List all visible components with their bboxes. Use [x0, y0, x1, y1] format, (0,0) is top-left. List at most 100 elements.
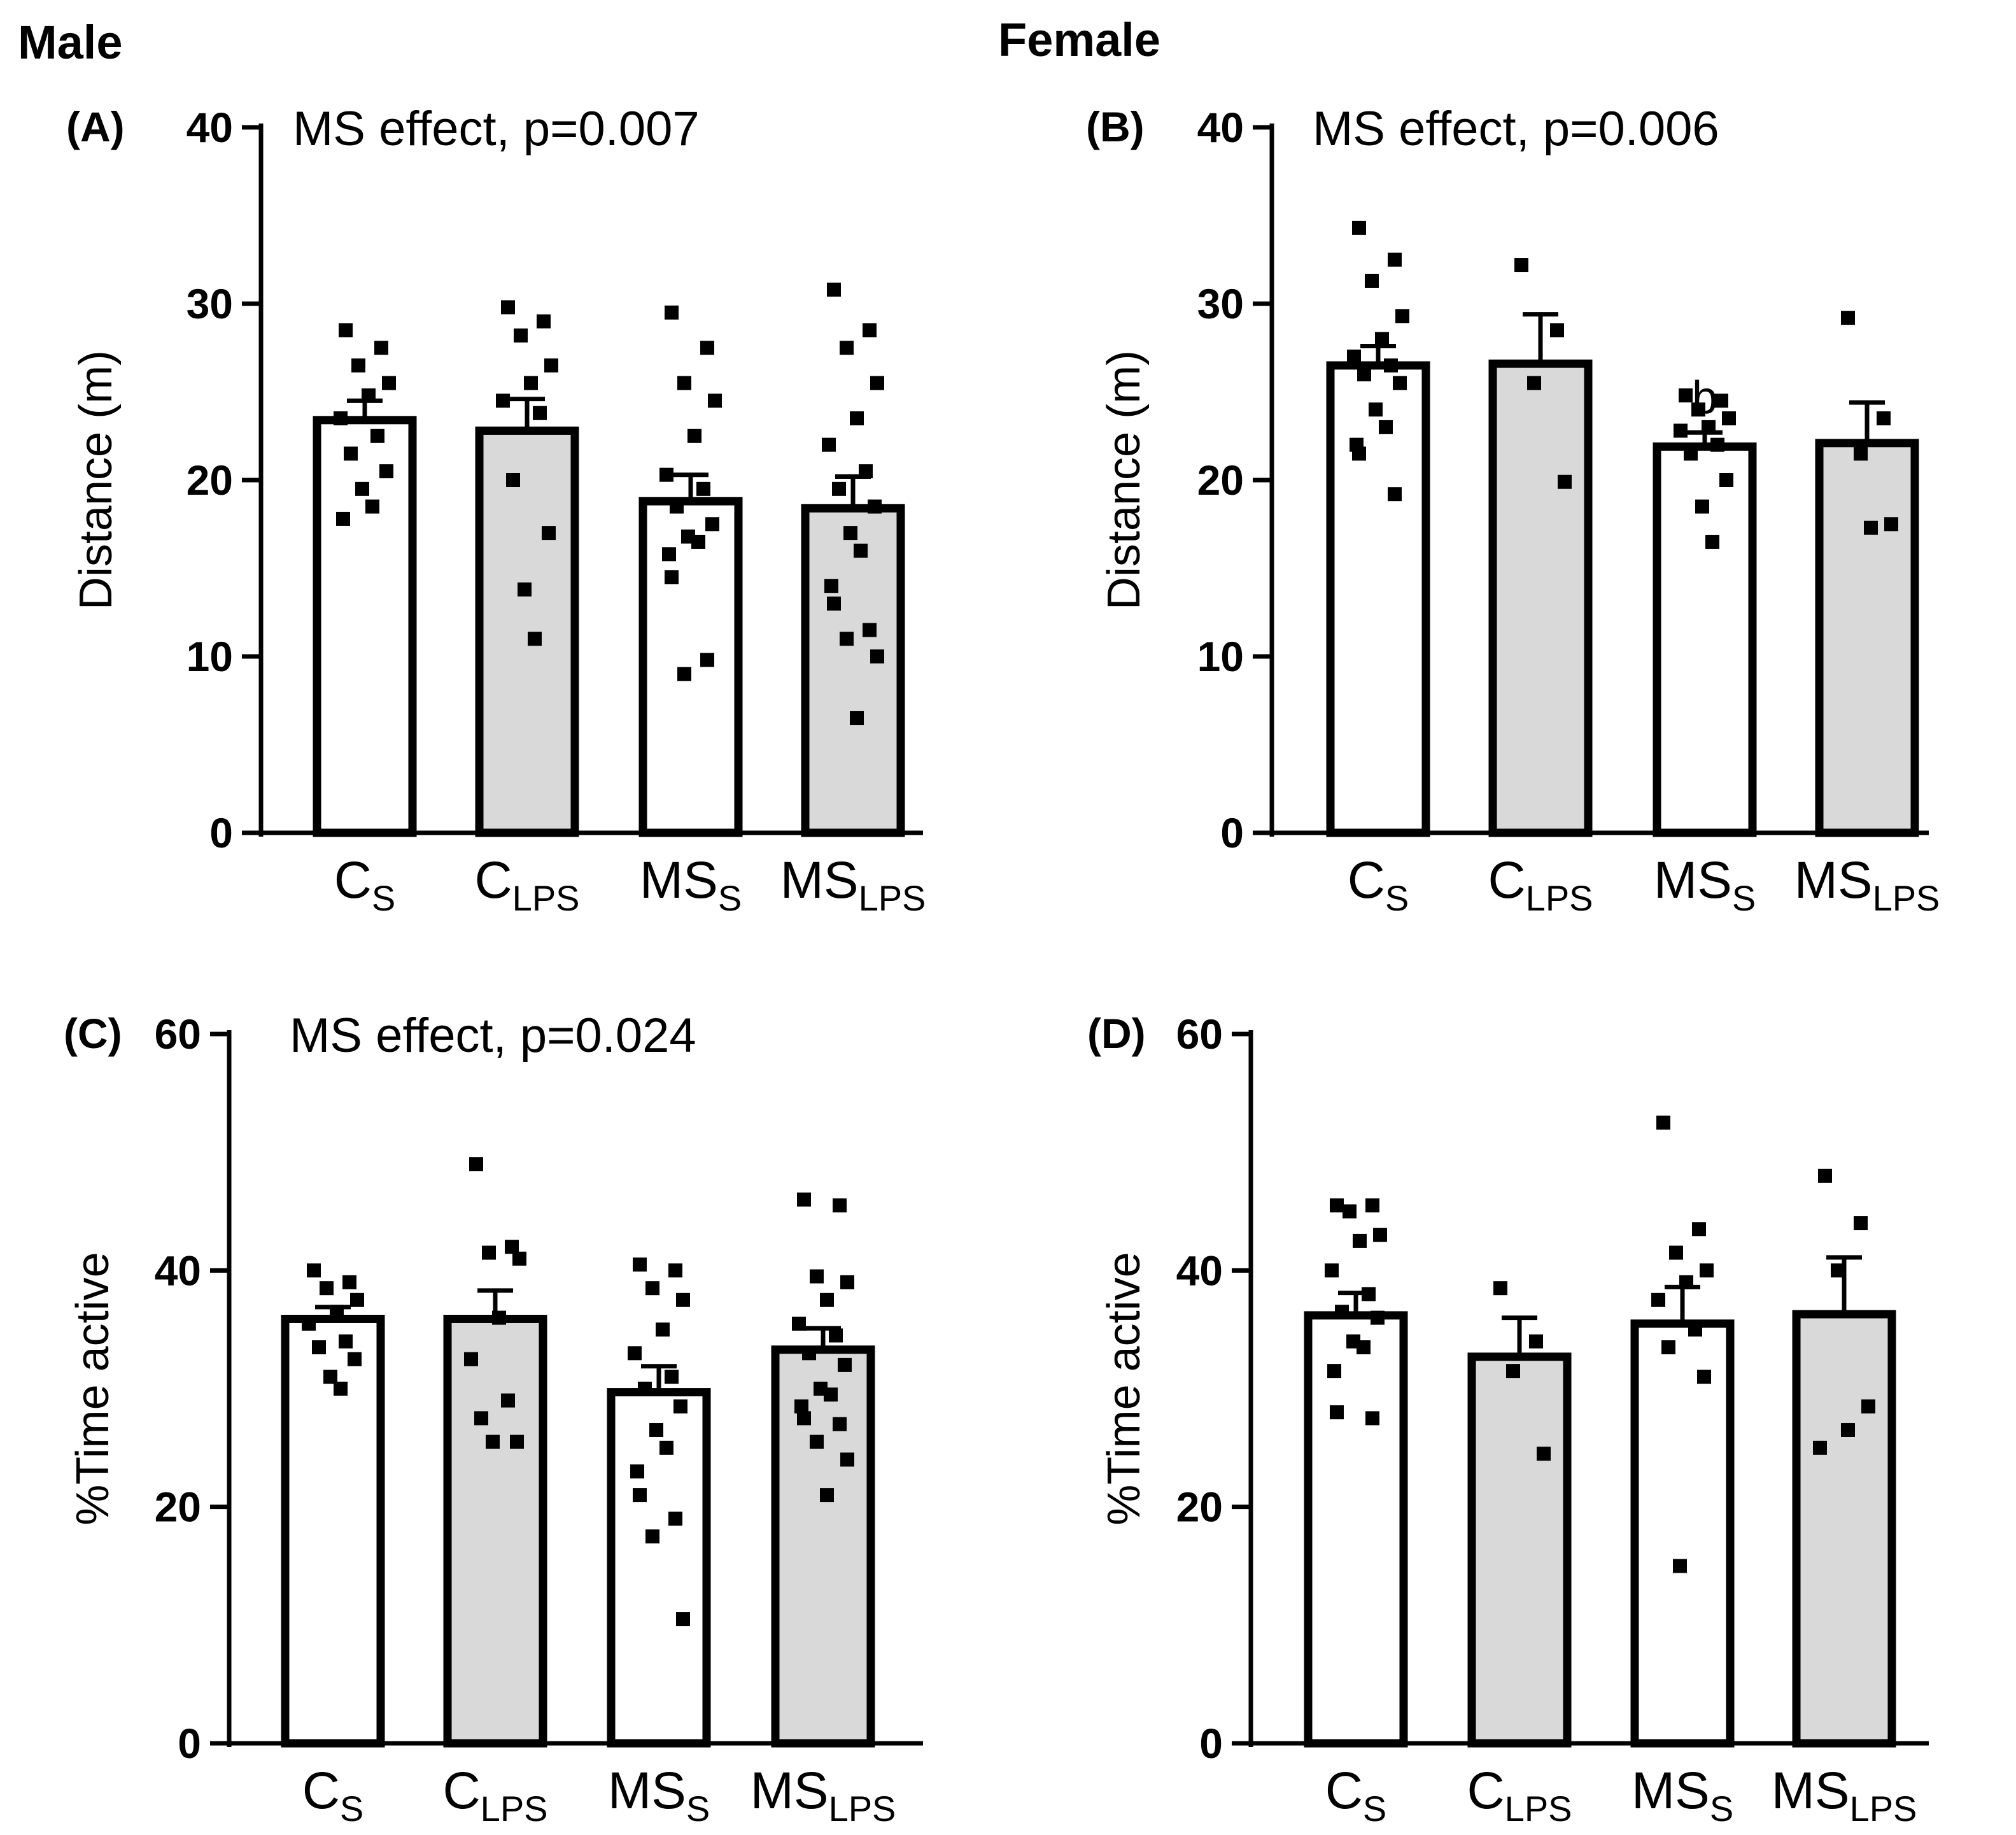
- male-header: Male: [18, 16, 123, 69]
- x-category-label: CLPS: [442, 1762, 547, 1829]
- bar: [1630, 1319, 1735, 1748]
- y-tick-label: 0: [1199, 1720, 1223, 1767]
- data-point: [1395, 309, 1409, 323]
- data-point: [1697, 1370, 1711, 1384]
- data-point: [1710, 437, 1724, 452]
- data-point: [1705, 534, 1719, 549]
- data-point: [843, 526, 857, 541]
- data-point: [832, 481, 846, 496]
- data-point: [370, 429, 384, 443]
- data-point: [794, 1399, 808, 1413]
- data-point: [633, 1488, 647, 1503]
- data-point: [649, 1422, 663, 1437]
- bar-group-cs: [313, 323, 417, 837]
- x-category-label: MSS: [640, 851, 742, 918]
- data-point: [469, 1157, 483, 1172]
- data-point: [1831, 1263, 1845, 1278]
- data-point: [510, 1435, 524, 1449]
- data-point: [827, 282, 841, 297]
- panels: (A) MS effect, p=0.007 Distance (m) 0 10 20 30…: [64, 102, 1940, 1829]
- data-point: [708, 393, 722, 408]
- data-point: [691, 534, 705, 549]
- data-point: [518, 582, 532, 597]
- stat-annotation: MS effect, p=0.006: [1313, 102, 1719, 156]
- data-point: [482, 1245, 496, 1260]
- data-point: [665, 1370, 679, 1384]
- data-point: [840, 1452, 854, 1467]
- data-point: [1330, 1198, 1344, 1213]
- data-point: [820, 1293, 834, 1307]
- data-point: [838, 1357, 852, 1372]
- data-point: [334, 1382, 348, 1396]
- data-point: [379, 464, 393, 479]
- data-point: [336, 511, 350, 526]
- x-category-label: MSLPS: [780, 851, 926, 918]
- data-point: [334, 411, 348, 426]
- data-point: [1373, 1228, 1387, 1242]
- data-point: [810, 1269, 824, 1284]
- data-point: [833, 1417, 847, 1431]
- data-point: [820, 1488, 834, 1503]
- data-point: [501, 300, 515, 315]
- data-point: [696, 481, 710, 496]
- data-point: [1861, 1399, 1875, 1413]
- x-category-label: MSLPS: [1794, 851, 1940, 918]
- data-point: [1692, 1222, 1706, 1236]
- data-point: [1679, 1275, 1693, 1289]
- data-point: [829, 1328, 843, 1343]
- data-point: [1818, 1168, 1832, 1183]
- bar: [1326, 361, 1430, 837]
- bar-group-mslps: [771, 1192, 875, 1748]
- data-point: [486, 1435, 500, 1449]
- data-point: [840, 341, 854, 355]
- y-axis-label: %Time active: [1099, 1252, 1150, 1525]
- data-point: [797, 1192, 811, 1207]
- y-tick-label: 40: [1197, 104, 1244, 151]
- data-point: [1357, 1340, 1371, 1355]
- y-axis-label: Distance (m): [71, 350, 122, 610]
- data-point: [1813, 1440, 1827, 1455]
- bar-group-mss: [607, 1258, 711, 1748]
- data-point: [676, 1612, 690, 1627]
- y-tick-label: 60: [1176, 1010, 1223, 1058]
- x-category-label: CS: [334, 851, 396, 918]
- data-point: [673, 1399, 687, 1413]
- bar: [1488, 359, 1593, 837]
- data-point: [633, 1258, 647, 1272]
- data-point: [1365, 273, 1379, 288]
- data-point: [833, 1198, 847, 1213]
- y-tick-label: 20: [1197, 457, 1244, 504]
- bar-group-clps: [443, 1157, 547, 1748]
- data-point: [668, 1512, 682, 1526]
- data-point: [501, 1393, 515, 1408]
- data-point: [312, 1340, 326, 1355]
- panel-letter: (D): [1087, 1010, 1146, 1057]
- data-point: [1393, 376, 1407, 390]
- bar: [281, 1314, 385, 1748]
- data-point: [1651, 1293, 1665, 1307]
- bar-group-mss: [638, 305, 743, 837]
- bar-group-clps: [1467, 1281, 1572, 1748]
- data-point: [662, 547, 676, 562]
- panel-d: (D) %Time active 0 20 40 60 CS CLPS MSS MSLPS: [1087, 1010, 1929, 1829]
- y-tick-label: 60: [155, 1010, 201, 1058]
- data-point: [464, 1352, 478, 1366]
- data-point: [645, 1281, 659, 1296]
- data-point: [659, 467, 673, 482]
- data-point: [1514, 258, 1528, 273]
- data-point: [1722, 411, 1736, 426]
- data-point: [1379, 420, 1393, 434]
- data-point: [1558, 474, 1572, 489]
- data-point: [544, 358, 558, 372]
- data-point: [382, 376, 396, 390]
- data-point: [1365, 1198, 1379, 1213]
- panel-letter: (C): [64, 1010, 122, 1057]
- data-point: [792, 1316, 806, 1331]
- x-category-label: MSS: [608, 1762, 710, 1829]
- y-tick-label: 20: [155, 1484, 201, 1531]
- bar-group-mslps: [1792, 1168, 1896, 1748]
- data-point: [700, 653, 714, 667]
- data-point: [665, 570, 679, 585]
- data-point: [1527, 376, 1541, 390]
- stat-annotation: MS effect, p=0.024: [290, 1009, 696, 1063]
